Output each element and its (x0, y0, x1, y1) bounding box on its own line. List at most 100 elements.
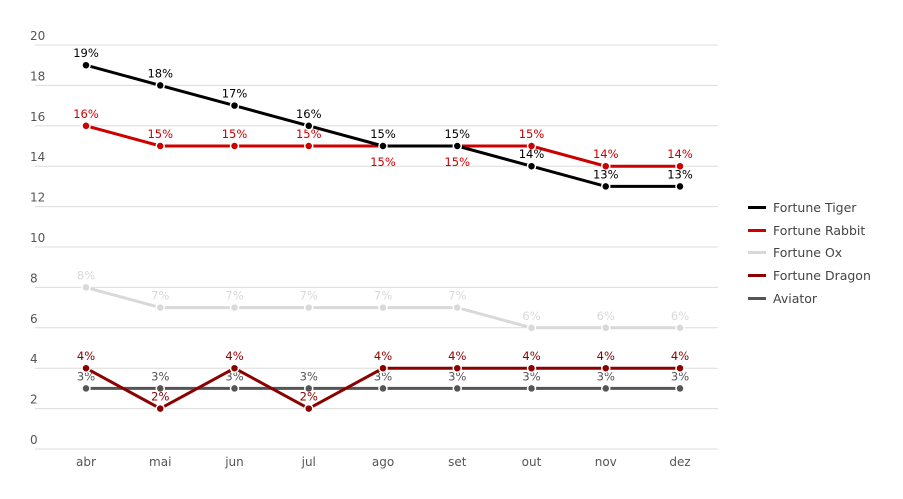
data-label: 2% (151, 390, 169, 404)
data-label: 14% (593, 147, 619, 161)
data-point (378, 383, 388, 394)
data-label: 6% (522, 309, 540, 323)
y-tick-label: 6 (30, 312, 38, 326)
data-label: 15% (444, 155, 470, 169)
data-point (378, 363, 388, 373)
y-tick-label: 12 (30, 191, 45, 205)
data-point (229, 141, 240, 151)
data-point (526, 363, 537, 373)
data-point (601, 323, 611, 333)
data-label: 3% (151, 369, 169, 383)
data-point (155, 80, 165, 91)
data-point (452, 302, 462, 313)
data-point (229, 100, 240, 111)
legend-label: Fortune Rabbit (773, 222, 866, 238)
data-label: 6% (597, 309, 615, 323)
legend-label: Fortune Dragon (773, 267, 871, 283)
data-point (378, 141, 388, 151)
legend-item[interactable]: Fortune Rabbit (748, 219, 871, 242)
x-tick-label: out (522, 455, 542, 469)
y-tick-label: 14 (30, 150, 45, 164)
legend-item[interactable]: Fortune Ox (748, 241, 871, 264)
legend-item[interactable]: Aviator (748, 287, 871, 310)
legend: Fortune Tiger Fortune Rabbit Fortune Ox For… (748, 196, 871, 309)
data-point (601, 161, 611, 171)
data-point (304, 121, 314, 131)
legend-label: Fortune Tiger (773, 199, 857, 215)
legend-swatch (748, 296, 766, 300)
data-label: 4% (77, 349, 95, 363)
data-label: 4% (597, 349, 615, 363)
data-label: 15% (222, 127, 248, 141)
data-label: 3% (522, 369, 540, 383)
data-point (601, 383, 611, 394)
data-point (304, 403, 314, 414)
data-point (526, 161, 537, 171)
legend-swatch (748, 273, 766, 277)
data-label: 14% (667, 147, 693, 161)
y-tick-label: 20 (30, 29, 45, 43)
data-label: 4% (225, 349, 243, 363)
legend-swatch (748, 251, 766, 255)
data-label: 7% (151, 289, 169, 303)
data-point (304, 141, 314, 151)
data-label: 6% (671, 309, 689, 323)
data-point (675, 181, 685, 192)
x-tick-label: mai (149, 455, 171, 469)
data-point (81, 60, 91, 70)
data-point (601, 181, 611, 192)
x-tick-label: jul (301, 455, 316, 469)
data-label: 7% (225, 289, 243, 303)
data-label: 7% (300, 289, 318, 303)
data-point (81, 282, 91, 293)
data-label: 3% (225, 369, 243, 383)
x-tick-label: set (448, 455, 467, 469)
data-label: 14% (519, 147, 545, 161)
legend-swatch (748, 205, 766, 209)
y-tick-label: 0 (30, 433, 38, 447)
data-label: 7% (374, 289, 392, 303)
data-point (304, 383, 314, 394)
data-point (452, 141, 462, 151)
data-label: 17% (222, 87, 248, 101)
legend-item[interactable]: Fortune Dragon (748, 264, 871, 287)
data-point (526, 383, 537, 394)
data-point (155, 141, 165, 151)
y-tick-label: 4 (30, 352, 38, 366)
data-label: 3% (671, 369, 689, 383)
data-label: 15% (370, 127, 396, 141)
data-label: 18% (147, 66, 173, 80)
data-label: 19% (73, 46, 99, 60)
data-point (155, 383, 165, 394)
legend-swatch (748, 228, 766, 232)
data-label: 13% (593, 167, 619, 181)
data-point (452, 363, 462, 373)
data-label: 15% (296, 127, 322, 141)
data-label: 15% (147, 127, 173, 141)
data-label: 15% (519, 127, 545, 141)
legend-label: Fortune Ox (773, 245, 843, 261)
data-point (675, 161, 685, 171)
legend-label: Aviator (773, 290, 818, 306)
data-label: 3% (448, 369, 466, 383)
data-point (526, 141, 537, 151)
x-tick-label: ago (372, 455, 394, 469)
data-point (304, 302, 314, 313)
y-tick-label: 8 (30, 271, 38, 285)
data-point (601, 363, 611, 373)
data-point (452, 383, 462, 394)
x-tick-label: nov (595, 455, 617, 469)
data-point (81, 363, 91, 373)
data-point (229, 363, 240, 373)
x-tick-label: jun (224, 455, 244, 469)
data-point (81, 383, 91, 394)
data-label: 4% (448, 349, 466, 363)
data-label: 15% (444, 127, 470, 141)
data-point (155, 403, 165, 414)
y-tick-label: 2 (30, 393, 38, 407)
data-point (675, 323, 685, 333)
legend-item[interactable]: Fortune Tiger (748, 196, 871, 219)
data-label: 4% (374, 349, 392, 363)
y-tick-label: 18 (30, 69, 45, 83)
